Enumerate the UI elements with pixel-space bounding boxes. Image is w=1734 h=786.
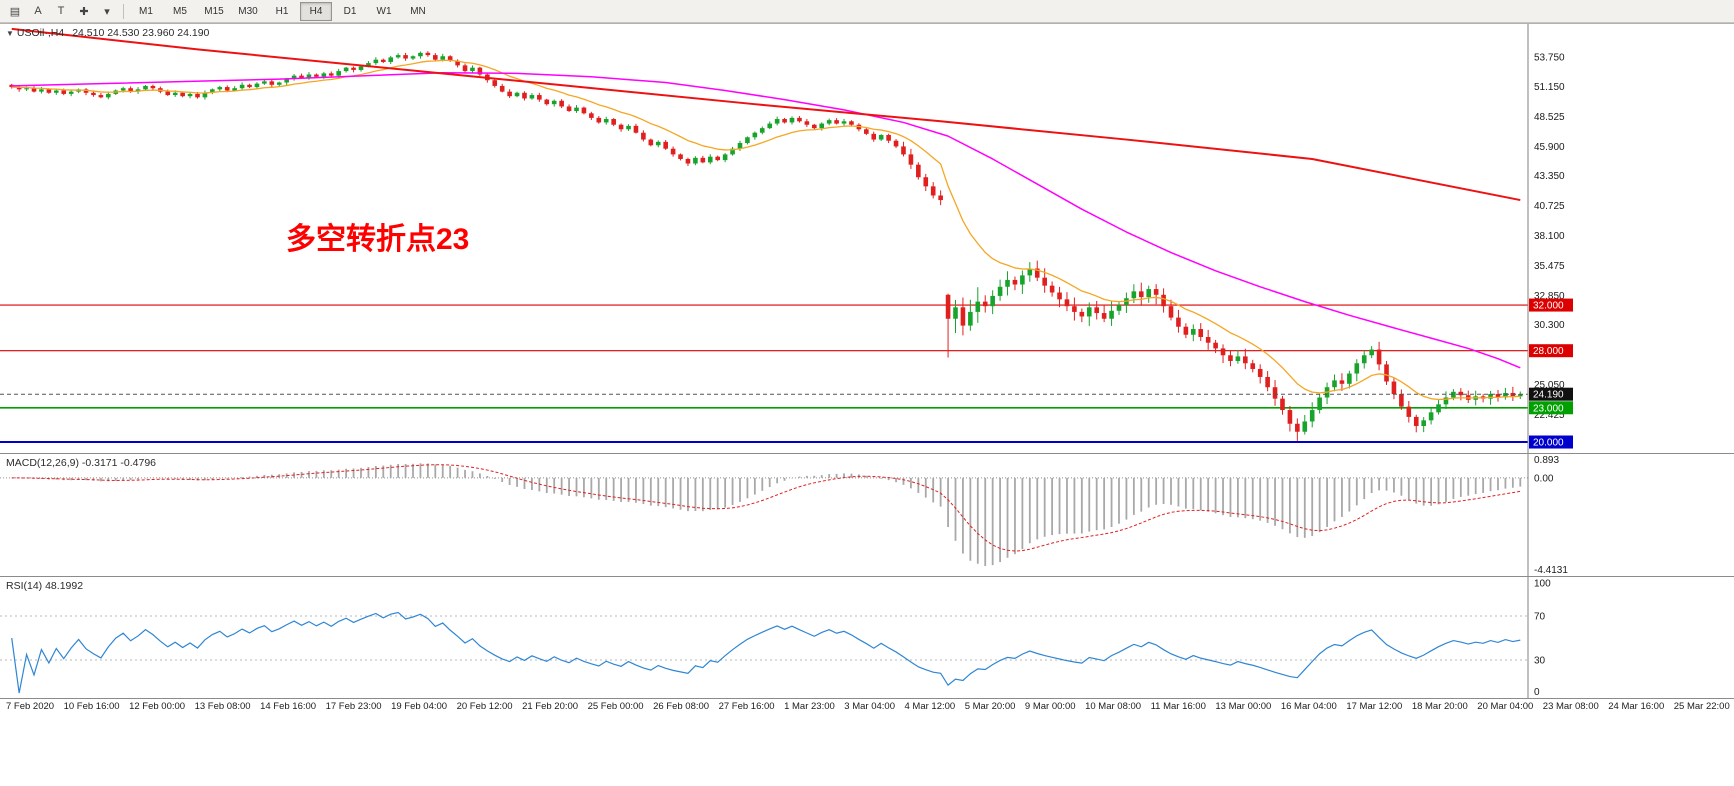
price-axis-label: 51.150 xyxy=(1534,82,1565,93)
time-axis-label: 11 Mar 16:00 xyxy=(1150,701,1206,712)
ma-mid-magenta xyxy=(11,72,1521,369)
timeframe-MN[interactable]: MN xyxy=(410,5,426,17)
rsi-axis-label: 0 xyxy=(1534,687,1540,698)
timeframe-buttons: M1 M5 M15 M30 H1 H4 D1 W1 MN xyxy=(130,1,436,21)
rsi-panel: RSI(14) 48.1992 100 70 30 0 xyxy=(0,576,1734,699)
time-axis-label: 17 Mar 12:00 xyxy=(1346,701,1403,712)
text-tool-icon[interactable]: T xyxy=(57,5,65,17)
crosshair-icon[interactable]: ✚ xyxy=(79,5,89,18)
time-axis-label: 1 Mar 23:00 xyxy=(784,701,835,712)
toolbar: ▤ A T ✚ ▾ M1 M5 M15 M30 H1 H4 D1 W1 MN xyxy=(0,0,1734,23)
chart-text-annotation[interactable]: 多空转折点23 xyxy=(286,223,470,256)
ma-fast-orange xyxy=(11,59,1521,401)
timeframe-M30[interactable]: M30 xyxy=(238,5,258,17)
time-axis[interactable]: 7 Feb 2020 10 Feb 16:00 12 Feb 00:00 13 Feb… xyxy=(0,698,1734,714)
time-axis-label: 14 Feb 16:00 xyxy=(260,701,317,712)
macd-axis-label: 0.00 xyxy=(1534,473,1554,484)
time-axis-label: 25 Mar 22:00 xyxy=(1673,701,1730,712)
rsi-line xyxy=(11,611,1521,694)
time-axis-label: 10 Feb 16:00 xyxy=(63,701,120,712)
macd-histogram xyxy=(18,463,1522,566)
price-axis-label: 43.350 xyxy=(1534,171,1565,182)
price-axis-label: 45.900 xyxy=(1534,142,1565,153)
candlestick-series xyxy=(9,51,1523,441)
time-axis-label: 4 Mar 12:00 xyxy=(904,701,956,712)
time-axis-label: 13 Feb 08:00 xyxy=(194,701,251,712)
rsi-axis-label: 30 xyxy=(1534,656,1546,667)
timeframe-H1[interactable]: H1 xyxy=(275,5,289,17)
timeframe-M15[interactable]: M15 xyxy=(204,5,224,17)
time-axis-label: 19 Feb 04:00 xyxy=(391,701,448,712)
main-chart-panel: ▼ USOil·,H4 24.510 24.530 23.960 24.190 多空… xyxy=(0,23,1734,454)
time-axis-label: 26 Feb 08:00 xyxy=(653,701,710,712)
svg-text:32.000: 32.000 xyxy=(1533,301,1564,312)
price-tag-28.000 xyxy=(1529,344,1573,358)
timeframe-M1[interactable]: M1 xyxy=(139,5,153,17)
price-axis-label: 22.425 xyxy=(1534,410,1565,421)
time-axis-label: 7 Feb 2020 xyxy=(6,701,55,712)
price-tag-20.000 xyxy=(1529,435,1573,449)
ohlc-values: 24.510 24.530 23.960 24.190 xyxy=(72,27,210,39)
svg-text:24.190: 24.190 xyxy=(1533,390,1564,401)
price-axis-label: 38.100 xyxy=(1534,231,1565,242)
chart-collapse-icon[interactable]: ▼ xyxy=(6,29,14,38)
price-axis-label: 53.750 xyxy=(1534,52,1565,63)
main-chart-canvas[interactable]: 53.750 51.150 48.525 45.900 43.350 40.725 38.1… xyxy=(0,24,1734,454)
time-axis-label: 24 Mar 16:00 xyxy=(1608,701,1665,712)
time-axis-label: 25 Feb 00:00 xyxy=(587,701,644,712)
time-axis-label: 13 Mar 00:00 xyxy=(1215,701,1272,712)
rsi-header: RSI(14) 48.1992 xyxy=(6,580,84,592)
toolbar-separator xyxy=(123,3,124,19)
macd-panel: MACD(12,26,9) -0.3171 -0.4796 0.893 0.00 -… xyxy=(0,453,1734,577)
rsi-axis-label: 70 xyxy=(1534,612,1546,623)
macd-header: MACD(12,26,9) -0.3171 -0.4796 xyxy=(6,457,156,469)
svg-text:23.000: 23.000 xyxy=(1533,403,1564,414)
time-axis-label: 16 Mar 04:00 xyxy=(1280,701,1337,712)
time-axis-label: 20 Feb 12:00 xyxy=(456,701,513,712)
price-axis-label: 30.300 xyxy=(1534,320,1565,331)
time-axis-label: 23 Mar 08:00 xyxy=(1542,701,1599,712)
dropdown-arrow-icon[interactable]: ▾ xyxy=(104,5,110,18)
price-tag-32.000 xyxy=(1529,298,1573,312)
time-axis-label: 9 Mar 00:00 xyxy=(1024,701,1076,712)
cursor-a-icon[interactable]: A xyxy=(34,5,42,17)
timeframe-D1[interactable]: D1 xyxy=(343,5,357,17)
time-axis-label: 20 Mar 04:00 xyxy=(1477,701,1534,712)
price-axis-label: 25.050 xyxy=(1534,380,1565,391)
timeframe-H4[interactable]: H4 xyxy=(300,1,332,21)
macd-axis-label: -4.4131 xyxy=(1534,565,1568,576)
rsi-canvas[interactable]: 100 70 30 0 xyxy=(0,577,1734,699)
footer-blank xyxy=(0,714,1734,786)
time-axis-label: 21 Feb 20:00 xyxy=(522,701,579,712)
time-axis-label: 18 Mar 20:00 xyxy=(1411,701,1468,712)
macd-axis-label: 0.893 xyxy=(1534,455,1559,466)
chart-list-icon[interactable]: ▤ xyxy=(9,5,21,18)
price-axis-label: 48.525 xyxy=(1534,112,1565,123)
timeframe-W1[interactable]: W1 xyxy=(376,5,392,17)
macd-signal-line xyxy=(11,464,1521,552)
macd-canvas[interactable]: 0.893 0.00 -4.4131 xyxy=(0,454,1734,577)
time-axis-label: 5 Mar 20:00 xyxy=(964,701,1016,712)
time-axis-label: 12 Feb 00:00 xyxy=(129,701,186,712)
main-chart-header: ▼ USOil·,H4 24.510 24.530 23.960 24.190 xyxy=(6,27,209,39)
time-axis-label: 10 Mar 08:00 xyxy=(1085,701,1142,712)
svg-text:20.000: 20.000 xyxy=(1533,438,1564,449)
rsi-axis-label: 100 xyxy=(1534,579,1551,590)
price-axis-label: 35.475 xyxy=(1534,261,1565,272)
time-axis-label: 27 Feb 16:00 xyxy=(718,701,775,712)
timeframe-M5[interactable]: M5 xyxy=(173,5,187,17)
svg-text:28.000: 28.000 xyxy=(1533,346,1564,357)
symbol-label: USOil·,H4 xyxy=(16,27,65,39)
price-axis-label: 40.725 xyxy=(1534,201,1565,212)
ma-slow-red xyxy=(11,27,1521,202)
toolbar-icons: ▤ A T ✚ ▾ xyxy=(4,1,119,21)
price-tag-24.190 xyxy=(1529,387,1573,401)
price-tag-23.000 xyxy=(1529,401,1573,415)
time-axis-label: 3 Mar 04:00 xyxy=(844,701,895,712)
price-axis-label: 32.850 xyxy=(1534,291,1565,302)
horizontal-lines xyxy=(0,304,1528,444)
time-axis-label: 17 Feb 23:00 xyxy=(325,701,382,712)
